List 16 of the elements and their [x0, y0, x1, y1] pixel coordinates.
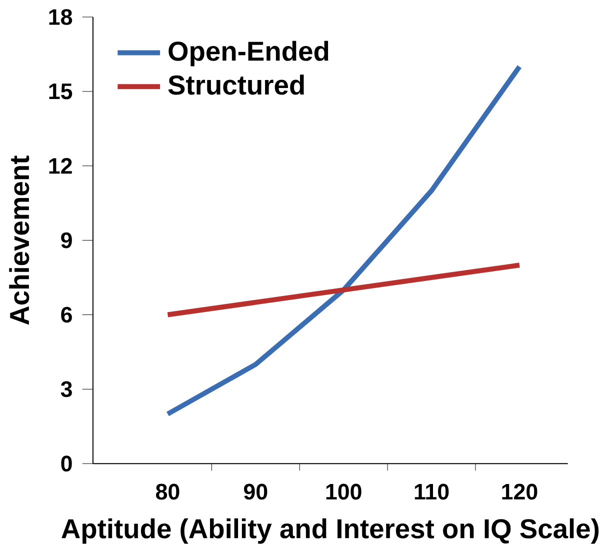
x-axis-title: Aptitude (Ability and Interest on IQ Scale) [62, 518, 599, 544]
y-axis-title: Achievement [9, 156, 30, 325]
x-tick-label: 100 [326, 484, 362, 500]
x-tick-label: 110 [414, 484, 449, 500]
x-tick-label: 120 [502, 484, 538, 500]
x-tick-label: 80 [156, 484, 180, 500]
y-tick-label: 15 [49, 84, 72, 100]
y-tick-label: 0 [61, 456, 72, 472]
y-tick-label: 6 [61, 306, 72, 323]
y-tick-label: 18 [49, 9, 72, 25]
y-tick-label: 12 [49, 158, 72, 174]
legend-label: Open-Ended [168, 40, 328, 66]
y-tick-label: 3 [60, 381, 72, 398]
x-tick-label: 90 [244, 484, 268, 500]
legend-label: Structured [168, 74, 304, 95]
y-tick-label: 9 [61, 232, 72, 248]
